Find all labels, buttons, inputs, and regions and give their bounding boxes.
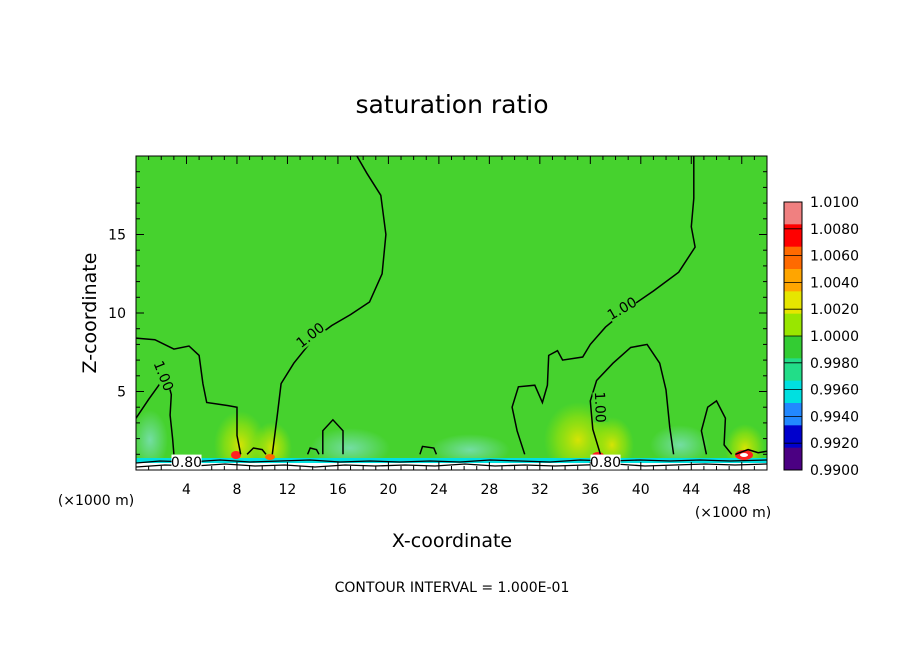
y-tick-label: 5: [117, 385, 126, 401]
y-axis-title: Z-coordinate: [79, 253, 101, 374]
contour-line: [322, 418, 344, 455]
contour-label-text: 1.00: [591, 391, 608, 423]
colorbar-level-label: 1.0100: [810, 195, 859, 211]
x-tick-label: 36: [581, 482, 599, 498]
colorbar-level-label: 0.9980: [810, 356, 859, 372]
contour-label: 1.00: [591, 391, 609, 423]
colorbar-swatch: [784, 291, 802, 315]
x-axis-title: X-coordinate: [392, 530, 512, 552]
contour-line: [306, 447, 320, 455]
contour-label-text: 0.80: [590, 455, 621, 471]
x-tick-label: 20: [379, 482, 397, 498]
contour-line: [589, 343, 675, 455]
contour-label-bg: [293, 319, 327, 351]
red-spot: [231, 451, 241, 459]
contour-line: [735, 448, 767, 456]
colorbar-level-label: 0.9920: [810, 436, 859, 452]
x-tick-label: 12: [279, 482, 297, 498]
contour-label-text: 0.80: [171, 455, 202, 471]
x-tick-label: 16: [329, 482, 347, 498]
y-tick-label: 10: [108, 306, 126, 322]
colorbar-swatch: [784, 403, 802, 426]
cool-patch: [136, 410, 168, 470]
colorbar-level-label: 1.0040: [810, 275, 859, 291]
contour-label-bg: [590, 454, 621, 470]
contour-label: 0.80: [171, 454, 202, 471]
red-spot: [740, 453, 748, 457]
red-spot: [265, 454, 275, 460]
colorbar-level-label: 1.0000: [810, 329, 859, 345]
contour-label-bg: [151, 359, 177, 393]
contour-line: [700, 399, 733, 455]
colorbar-level-label: 0.9940: [810, 409, 859, 425]
x-tick-label: 8: [232, 482, 241, 498]
colorbar-swatch: [784, 202, 802, 225]
colorbar-swatch: [784, 224, 802, 248]
colorbar-level-label: 0.9900: [810, 463, 859, 479]
colorbar-swatch: [784, 425, 802, 449]
cool-patch: [650, 425, 710, 465]
contour-lines-1-00: [136, 156, 767, 456]
surface-contour: [136, 459, 767, 464]
x-tick-label: 28: [480, 482, 498, 498]
colorbar-swatch: [784, 269, 802, 292]
colorbar-swatch: [784, 336, 802, 359]
y-tick-label: 15: [108, 228, 126, 244]
contour-label: 0.80: [590, 454, 621, 471]
surface-cyan-band: [136, 458, 767, 463]
colorbar-level-label: 0.9960: [810, 383, 859, 399]
x-unit-right: (×1000 m): [695, 505, 771, 521]
colorbar-level-label: 1.0080: [810, 222, 859, 238]
contour-interval-note: CONTOUR INTERVAL = 1.000E-01: [335, 580, 570, 596]
surface-contour: [136, 463, 767, 468]
contour-line: [511, 156, 696, 455]
colorbar-level-label: 1.0020: [810, 302, 859, 318]
colorbar-swatch: [784, 313, 802, 337]
colorbar-swatch: [784, 246, 802, 270]
x-tick-label: 44: [682, 482, 700, 498]
x-tick-label: 40: [632, 482, 650, 498]
x-unit-left: (×1000 m): [58, 493, 134, 509]
colorbar-swatch: [784, 380, 802, 404]
contour-label-bg: [605, 294, 639, 323]
contour-line: [419, 445, 438, 455]
plot-area: [136, 156, 767, 470]
contour-line: [136, 337, 242, 455]
colorbar-level-label: 1.0060: [810, 249, 859, 265]
colorbar-swatch: [784, 358, 802, 382]
contour-line: [246, 447, 267, 455]
contour-label-bg: [592, 391, 609, 423]
x-tick-label: 4: [182, 482, 191, 498]
x-tick-label: 48: [733, 482, 751, 498]
contour-line: [271, 156, 387, 455]
x-tick-label: 32: [531, 482, 549, 498]
x-tick-label: 24: [430, 482, 448, 498]
colorbar: 1.0100 1.0080 1.0060 1.0040 1.0020 1.0000 0.99…: [783, 195, 859, 479]
chart-title: saturation ratio: [355, 90, 548, 119]
colorbar-swatch: [784, 447, 802, 471]
contour-label-bg: [171, 454, 202, 470]
